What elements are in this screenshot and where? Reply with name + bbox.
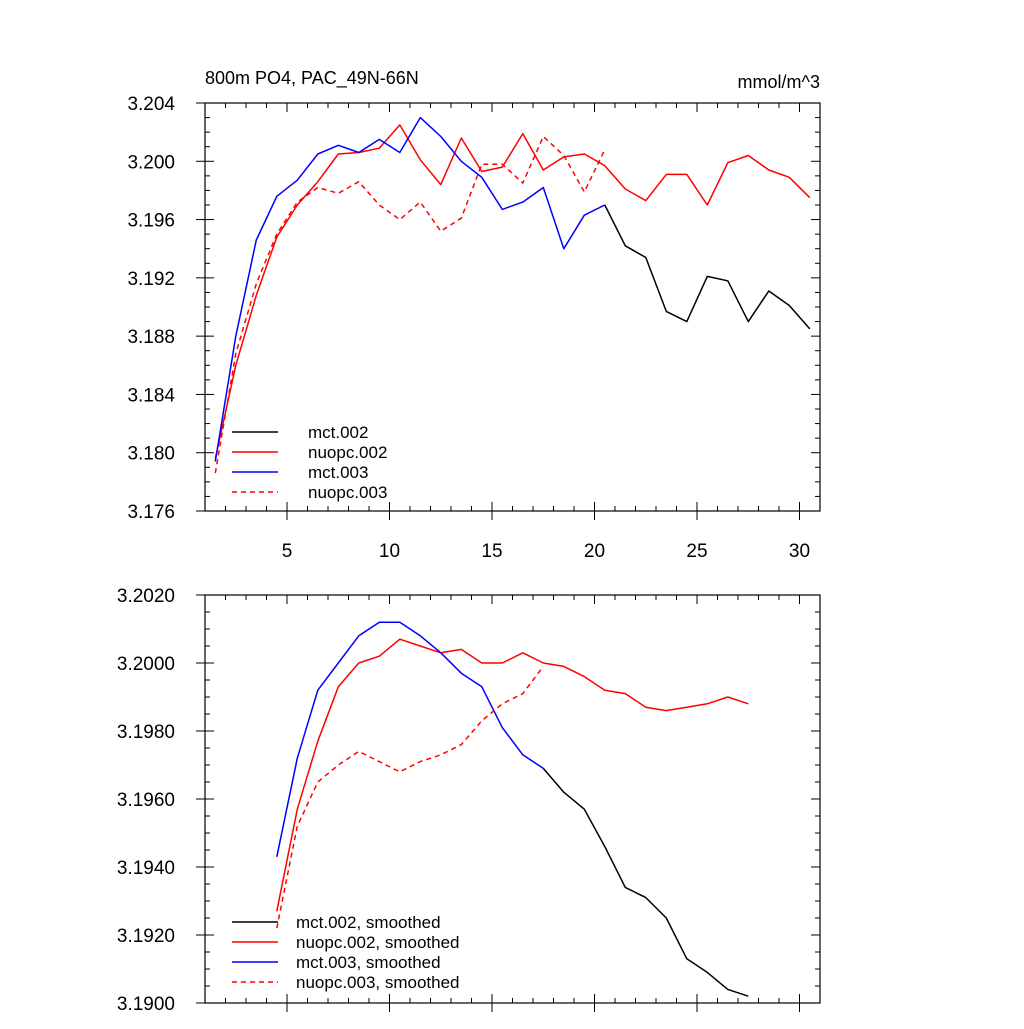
- y-tick-label: 3.188: [127, 327, 175, 348]
- legend-label-nuopc-003-smoothed: nuopc.003, smoothed: [296, 973, 460, 992]
- series-line-mct-003-smoothed: [276, 621, 544, 857]
- top-panel: 800m PO4, PAC_49N-66N mmol/m^3 3.176 3.18…: [127, 68, 821, 562]
- y-tick-label: 3.1980: [117, 722, 175, 743]
- bottom-tick-marks: [196, 594, 821, 1012]
- top-legend: mct.002 nuopc.002 mct.003 nuopc.003: [232, 423, 387, 502]
- top-y-axis-labels: 3.176 3.180 3.184 3.188 3.192 3.196 3.200 3.204: [127, 94, 175, 523]
- bottom-y-axis-labels: 3.1900 3.1920 3.1940 3.1960 3.1980 3.2000 3.20…: [117, 586, 175, 1015]
- y-tick-label: 3.1900: [117, 994, 175, 1015]
- top-chart-units: mmol/m^3: [738, 72, 820, 92]
- series-line-nuopc-003: [214, 135, 606, 474]
- y-tick-label: 3.2000: [117, 654, 175, 675]
- legend-label-nuopc-002-smoothed: nuopc.002, smoothed: [296, 933, 460, 952]
- y-tick-label: 3.192: [127, 269, 175, 290]
- series-line-mct-002-smoothed: [542, 767, 749, 997]
- x-tick-label: 30: [789, 541, 810, 562]
- series-line-nuopc-002-smoothed: [276, 638, 749, 912]
- y-tick-label: 3.184: [127, 385, 175, 406]
- legend-label-nuopc-002: nuopc.002: [308, 443, 387, 462]
- series-line-mct-002: [604, 204, 811, 330]
- bottom-legend: mct.002, smoothed nuopc.002, smoothed mc…: [232, 913, 460, 992]
- series-line-nuopc-003-smoothed: [276, 665, 544, 929]
- x-tick-label: 10: [379, 541, 400, 562]
- bottom-series-layer: [276, 621, 749, 997]
- legend-label-mct-003-smoothed: mct.003, smoothed: [296, 953, 441, 972]
- y-tick-label: 3.196: [127, 211, 175, 232]
- top-series-layer: [214, 116, 811, 474]
- top-chart-title: 800m PO4, PAC_49N-66N: [205, 68, 419, 89]
- y-tick-label: 3.1960: [117, 790, 175, 811]
- legend-label-mct-002: mct.002: [308, 423, 368, 442]
- legend-label-mct-002-smoothed: mct.002, smoothed: [296, 913, 441, 932]
- x-tick-label: 5: [282, 541, 293, 562]
- series-line-nuopc-002: [214, 124, 811, 459]
- top-x-axis-labels: 5 10 15 20 25 30: [282, 541, 810, 562]
- y-tick-label: 3.2020: [117, 586, 175, 607]
- series-line-mct-003: [214, 116, 606, 462]
- y-tick-label: 3.180: [127, 444, 175, 465]
- legend-label-mct-003: mct.003: [308, 463, 368, 482]
- x-tick-label: 15: [481, 541, 502, 562]
- y-tick-label: 3.204: [127, 94, 175, 115]
- y-tick-label: 3.176: [127, 502, 175, 523]
- bottom-panel: 3.1900 3.1920 3.1940 3.1960 3.1980 3.2000 3.20…: [117, 586, 821, 1015]
- legend-label-nuopc-003: nuopc.003: [308, 483, 387, 502]
- y-tick-label: 3.1940: [117, 858, 175, 879]
- x-tick-label: 20: [584, 541, 605, 562]
- y-tick-label: 3.200: [127, 152, 175, 173]
- top-tick-marks: [196, 102, 821, 520]
- x-tick-label: 25: [686, 541, 707, 562]
- y-tick-label: 3.1920: [117, 926, 175, 947]
